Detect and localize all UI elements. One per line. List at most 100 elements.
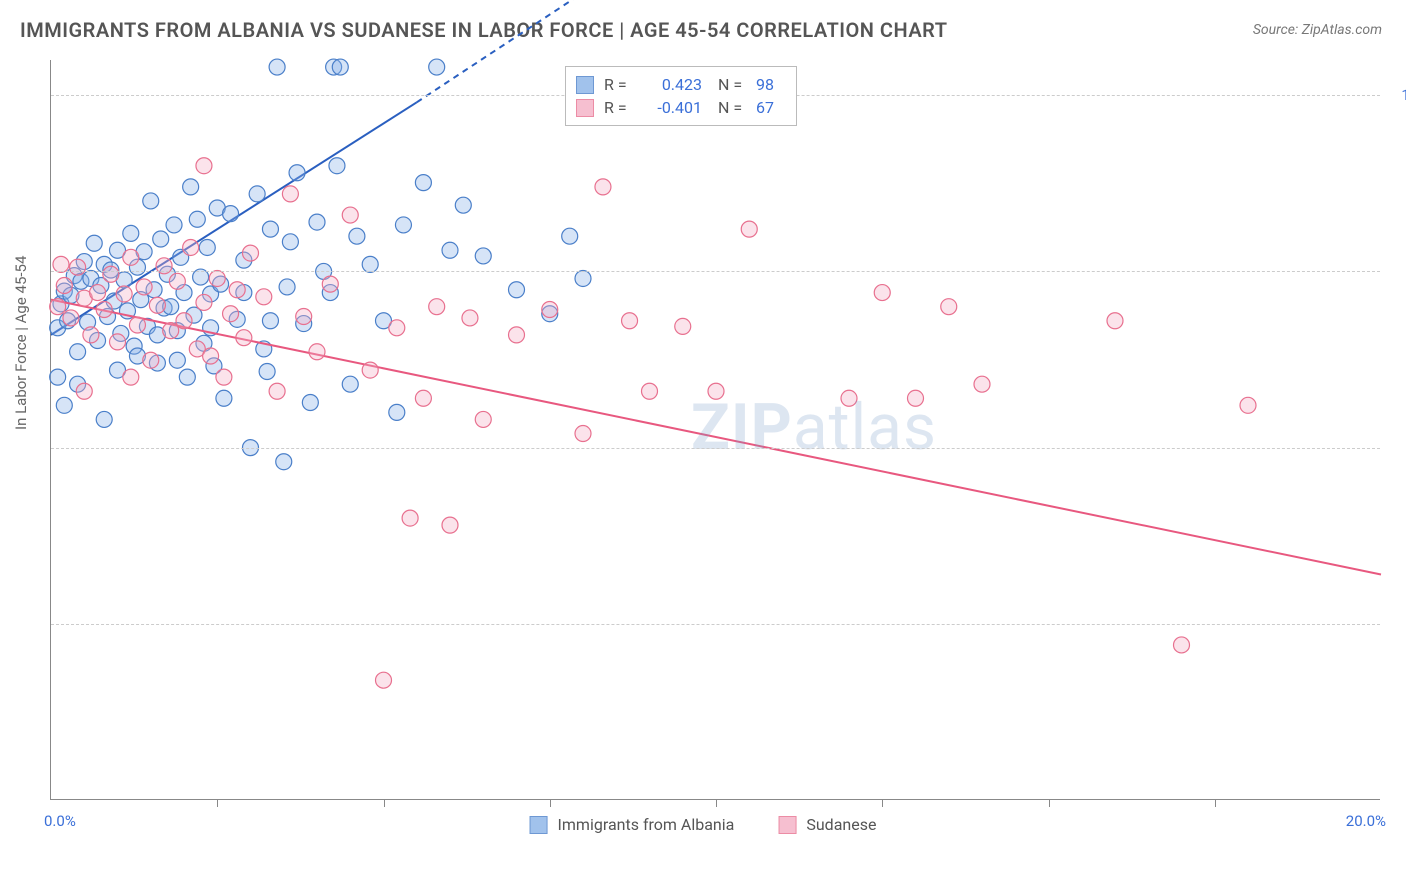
data-point <box>376 672 392 688</box>
data-point <box>76 383 92 399</box>
data-point <box>442 517 458 533</box>
legend-n-label: N = <box>718 75 746 94</box>
data-point <box>50 299 66 315</box>
x-tick <box>384 799 385 807</box>
data-point <box>941 299 957 315</box>
y-axis-label: In Labor Force | Age 45-54 <box>12 256 30 430</box>
data-point <box>342 376 358 392</box>
data-point <box>595 179 611 195</box>
data-point <box>1240 397 1256 413</box>
data-point <box>129 317 145 333</box>
data-point <box>50 369 66 385</box>
data-point <box>96 301 112 317</box>
data-point <box>642 383 658 399</box>
legend-row: R =0.423N =98 <box>576 73 786 96</box>
chart-title: IMMIGRANTS FROM ALBANIA VS SUDANESE IN L… <box>20 18 948 42</box>
correlation-legend: R =0.423N =98R =-0.401N =67 <box>565 66 797 126</box>
data-point <box>196 158 212 174</box>
data-point <box>96 411 112 427</box>
gridline-h <box>51 448 1380 449</box>
data-point <box>279 279 295 295</box>
legend-r-label: R = <box>604 75 632 94</box>
data-point <box>362 362 378 378</box>
data-point <box>143 352 159 368</box>
data-point <box>236 330 252 346</box>
series-name: Immigrants from Albania <box>558 815 735 834</box>
legend-n-value: 98 <box>756 75 786 94</box>
data-point <box>509 282 525 298</box>
data-point <box>136 279 152 295</box>
data-point <box>402 510 418 526</box>
data-point <box>302 395 318 411</box>
y-tick-label: 100.0% <box>1401 86 1406 104</box>
data-point <box>415 175 431 191</box>
data-point <box>362 256 378 272</box>
data-point <box>262 221 278 237</box>
data-point <box>874 285 890 301</box>
legend-swatch <box>778 816 796 834</box>
data-point <box>289 165 305 181</box>
data-point <box>223 306 239 322</box>
data-point <box>269 59 285 75</box>
legend-swatch <box>530 816 548 834</box>
data-point <box>116 286 132 302</box>
data-point <box>342 207 358 223</box>
data-point <box>70 344 86 360</box>
series-legend-item: Sudanese <box>778 815 876 834</box>
data-point <box>110 334 126 350</box>
data-point <box>708 383 724 399</box>
legend-n-value: 67 <box>756 98 786 117</box>
data-point <box>389 320 405 336</box>
chart-svg <box>51 60 1380 799</box>
data-point <box>542 301 558 317</box>
data-point <box>56 397 72 413</box>
data-point <box>622 313 638 329</box>
data-point <box>196 294 212 310</box>
series-name: Sudanese <box>806 815 876 834</box>
data-point <box>259 364 275 380</box>
gridline-h <box>51 624 1380 625</box>
data-point <box>209 270 225 286</box>
data-point <box>462 310 478 326</box>
data-point <box>90 285 106 301</box>
data-point <box>455 197 471 213</box>
data-point <box>70 259 86 275</box>
data-point <box>1174 637 1190 653</box>
data-point <box>183 239 199 255</box>
data-point <box>429 59 445 75</box>
data-point <box>262 313 278 329</box>
data-point <box>276 454 292 470</box>
data-point <box>123 225 139 241</box>
legend-r-label: R = <box>604 98 632 117</box>
data-point <box>86 235 102 251</box>
data-point <box>309 214 325 230</box>
data-point <box>908 390 924 406</box>
source-attribution: Source: ZipAtlas.com <box>1253 22 1382 38</box>
data-point <box>56 278 72 294</box>
legend-swatch <box>576 76 594 94</box>
legend-r-value: -0.401 <box>642 98 702 117</box>
data-point <box>332 59 348 75</box>
data-point <box>229 282 245 298</box>
x-tick <box>217 799 218 807</box>
data-point <box>675 318 691 334</box>
x-tick <box>1049 799 1050 807</box>
data-point <box>103 266 119 282</box>
data-point <box>841 390 857 406</box>
data-point <box>189 211 205 227</box>
data-point <box>153 231 169 247</box>
data-point <box>329 158 345 174</box>
series-legend-item: Immigrants from Albania <box>530 815 735 834</box>
data-point <box>389 404 405 420</box>
data-point <box>395 217 411 233</box>
data-point <box>63 310 79 326</box>
data-point <box>203 348 219 364</box>
data-point <box>169 273 185 289</box>
data-point <box>179 369 195 385</box>
data-point <box>163 323 179 339</box>
x-tick <box>716 799 717 807</box>
plot-area: ZIPatlas 62.5%75.0%87.5%100.0% <box>50 60 1380 800</box>
data-point <box>83 327 99 343</box>
data-point <box>475 411 491 427</box>
data-point <box>53 256 69 272</box>
